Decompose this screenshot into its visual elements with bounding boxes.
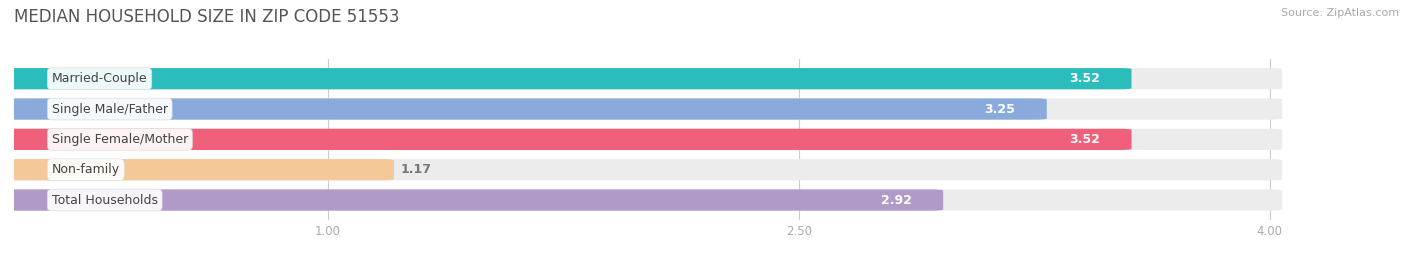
FancyBboxPatch shape — [1, 159, 1282, 180]
Text: Total Households: Total Households — [52, 193, 157, 207]
FancyBboxPatch shape — [1, 68, 1282, 89]
FancyBboxPatch shape — [1, 98, 1047, 120]
FancyBboxPatch shape — [1, 189, 943, 211]
Text: Married-Couple: Married-Couple — [52, 72, 148, 85]
Text: Single Female/Mother: Single Female/Mother — [52, 133, 188, 146]
FancyBboxPatch shape — [1, 129, 1282, 150]
Text: Single Male/Father: Single Male/Father — [52, 103, 167, 116]
Text: 3.52: 3.52 — [1070, 133, 1099, 146]
Text: Non-family: Non-family — [52, 163, 120, 176]
FancyBboxPatch shape — [1, 159, 394, 180]
Text: Source: ZipAtlas.com: Source: ZipAtlas.com — [1281, 8, 1399, 18]
Text: 3.52: 3.52 — [1070, 72, 1099, 85]
FancyBboxPatch shape — [1, 189, 1282, 211]
Text: 2.92: 2.92 — [882, 193, 912, 207]
Text: 1.17: 1.17 — [401, 163, 432, 176]
FancyBboxPatch shape — [1, 98, 1282, 120]
FancyBboxPatch shape — [1, 129, 1132, 150]
FancyBboxPatch shape — [1, 68, 1132, 89]
Text: MEDIAN HOUSEHOLD SIZE IN ZIP CODE 51553: MEDIAN HOUSEHOLD SIZE IN ZIP CODE 51553 — [14, 8, 399, 26]
Text: 3.25: 3.25 — [984, 103, 1015, 116]
